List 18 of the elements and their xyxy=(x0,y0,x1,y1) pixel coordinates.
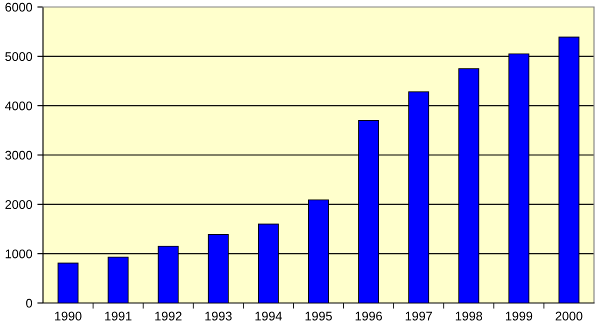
y-tick-label: 0 xyxy=(26,298,32,308)
y-tick-label: 3000 xyxy=(5,150,32,160)
x-tick-label: 1996 xyxy=(356,312,382,321)
y-tick-label: 2000 xyxy=(5,200,32,209)
x-tick-label: 1991 xyxy=(105,312,132,321)
x-tick-label: 1997 xyxy=(406,312,432,321)
x-tick-label: 2000 xyxy=(556,312,582,321)
y-tick-label: 4000 xyxy=(5,101,32,110)
x-tick-label: 1999 xyxy=(506,312,532,321)
y-tick-label: 5000 xyxy=(5,52,32,61)
x-tick-label: 1995 xyxy=(306,312,332,321)
y-tick-label: 1000 xyxy=(6,249,32,258)
x-tick-label: 1993 xyxy=(205,312,232,321)
y-tick-label: 6000 xyxy=(5,2,32,12)
x-tick-label: 1998 xyxy=(456,312,482,321)
x-tick-label: 1990 xyxy=(55,312,82,321)
x-tick-label: 1994 xyxy=(255,312,282,321)
x-tick-label: 1992 xyxy=(155,312,182,321)
